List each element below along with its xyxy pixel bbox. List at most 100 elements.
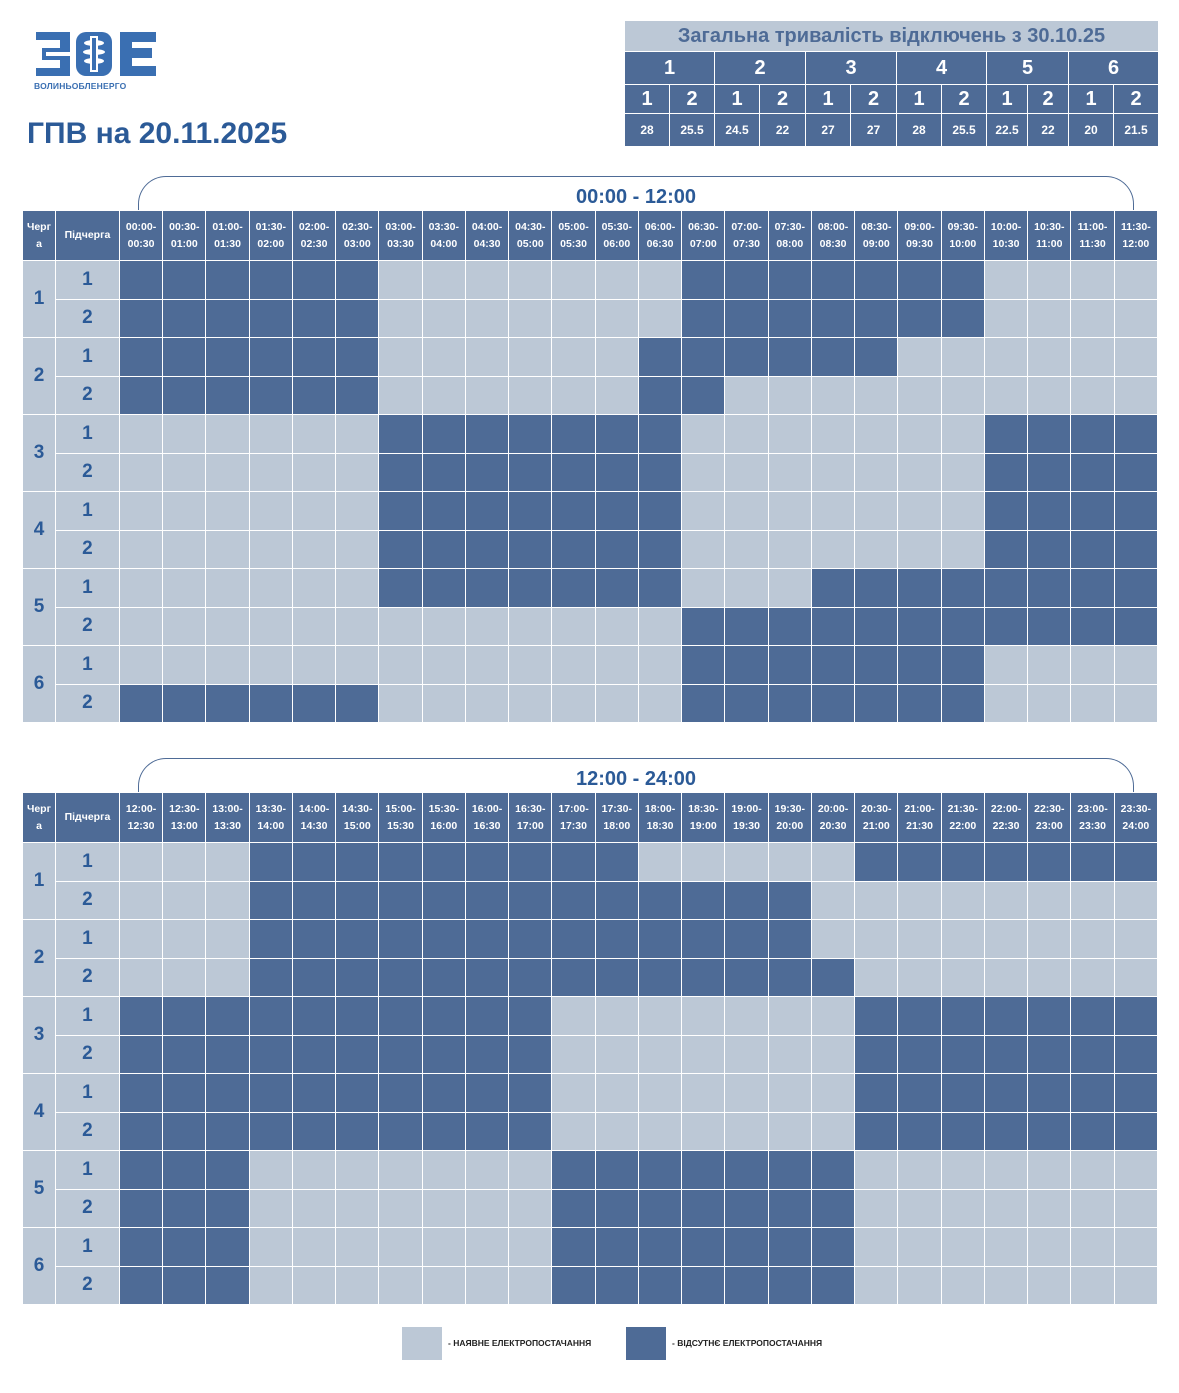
slot-power-on	[118, 491, 164, 531]
slot-power-on	[421, 683, 466, 723]
slot-power-off	[681, 1188, 726, 1228]
summary-queue-cell: 4	[896, 51, 987, 85]
slot-power-off	[854, 568, 899, 608]
slot-power-on	[681, 1111, 726, 1151]
outage-summary-table: Загальна тривалість відключень з 30.10.2…	[624, 20, 1159, 147]
slot-power-off	[421, 529, 466, 569]
company-logo: ВОЛИНЬОБЛЕНЕРГО	[34, 30, 160, 92]
slot-power-on	[118, 919, 164, 959]
slot-power-on	[508, 337, 553, 377]
slot-power-off	[681, 1227, 726, 1267]
slot-power-off	[854, 298, 899, 338]
slot-power-off	[983, 996, 1029, 1036]
slot-power-on	[897, 957, 942, 997]
slot-power-off	[724, 606, 769, 646]
slot-power-off	[421, 568, 466, 608]
slot-power-off	[291, 919, 337, 959]
slot-power-off	[118, 683, 164, 723]
slot-power-on	[897, 414, 942, 454]
slot-power-off	[681, 1265, 726, 1305]
slot-power-on	[335, 1188, 380, 1228]
slot-power-off	[508, 452, 553, 492]
slot-power-on	[681, 568, 726, 608]
slot-power-on	[810, 375, 856, 415]
summary-subqueue-cell: 2	[669, 84, 715, 114]
slot-power-off	[464, 568, 510, 608]
slot-power-off	[637, 1265, 683, 1305]
subqueue-header: Підчерга	[54, 792, 120, 843]
slot-power-off	[854, 1111, 899, 1151]
slot-power-on	[810, 1034, 856, 1074]
slot-power-on	[464, 375, 510, 415]
slot-power-off	[162, 996, 207, 1036]
summary-subqueue-cell: 2	[1113, 84, 1159, 114]
slot-power-on	[810, 1073, 856, 1113]
slot-power-off	[1070, 491, 1115, 531]
summary-hours-cell: 22	[1027, 113, 1069, 147]
slot-power-on	[1070, 1188, 1115, 1228]
slot-power-on	[335, 1150, 380, 1190]
slot-power-on	[508, 375, 553, 415]
slot-power-off	[1113, 996, 1159, 1036]
slot-power-on	[594, 996, 639, 1036]
slot-power-on	[854, 1188, 899, 1228]
queue-number: 4	[22, 1073, 56, 1151]
slot-power-on	[940, 375, 985, 415]
slot-power-off	[1027, 1034, 1072, 1074]
summary-subqueue-cell: 1	[896, 84, 942, 114]
time-slot-header: 18:00- 18:30	[637, 792, 683, 843]
time-slot-header: 05:00- 05:30	[551, 210, 596, 261]
slot-power-on	[854, 1265, 899, 1305]
slot-power-on	[421, 298, 466, 338]
slot-power-off	[162, 260, 207, 300]
slot-power-off	[637, 337, 683, 377]
slot-power-on	[681, 452, 726, 492]
slot-power-off	[248, 1073, 293, 1113]
summary-subqueue-cell: 1	[624, 84, 670, 114]
slot-power-on	[810, 996, 856, 1036]
slot-power-off	[594, 1265, 639, 1305]
slot-power-off	[681, 683, 726, 723]
slot-power-on	[335, 1265, 380, 1305]
slot-power-on	[421, 337, 466, 377]
slot-power-off	[724, 919, 769, 959]
slot-power-on	[248, 1227, 293, 1267]
slot-power-off	[162, 337, 207, 377]
slot-power-off	[810, 606, 856, 646]
slot-power-on	[291, 452, 337, 492]
slot-power-off	[724, 1188, 769, 1228]
subqueue-number: 1	[54, 1073, 120, 1113]
slot-power-on	[378, 298, 423, 338]
slot-power-off	[335, 375, 380, 415]
slot-power-on	[1027, 260, 1072, 300]
slot-power-on	[767, 996, 812, 1036]
slot-power-off	[118, 1188, 164, 1228]
time-slot-header: 23:30- 24:00	[1113, 792, 1159, 843]
time-slot-header: 06:00- 06:30	[637, 210, 683, 261]
slot-power-on	[1070, 1265, 1115, 1305]
slot-power-off	[291, 957, 337, 997]
slot-power-on	[162, 880, 207, 920]
slot-power-on	[1070, 375, 1115, 415]
slot-power-on	[291, 645, 337, 685]
time-slot-header: 11:30- 12:00	[1113, 210, 1159, 261]
slot-power-on	[810, 491, 856, 531]
slot-power-on	[810, 452, 856, 492]
slot-power-on	[767, 842, 812, 882]
slot-power-off	[1027, 1073, 1072, 1113]
slot-power-on	[378, 683, 423, 723]
slot-power-on	[897, 1188, 942, 1228]
slot-power-off	[118, 1150, 164, 1190]
slot-power-off	[724, 1150, 769, 1190]
slot-power-off	[335, 1034, 380, 1074]
slot-power-off	[378, 842, 423, 882]
time-slot-header: 10:00- 10:30	[983, 210, 1029, 261]
slot-power-off	[205, 996, 250, 1036]
subqueue-header: Підчерга	[54, 210, 120, 261]
slot-power-off	[854, 645, 899, 685]
slot-power-off	[1027, 452, 1072, 492]
time-slot-header: 23:00- 23:30	[1070, 792, 1115, 843]
